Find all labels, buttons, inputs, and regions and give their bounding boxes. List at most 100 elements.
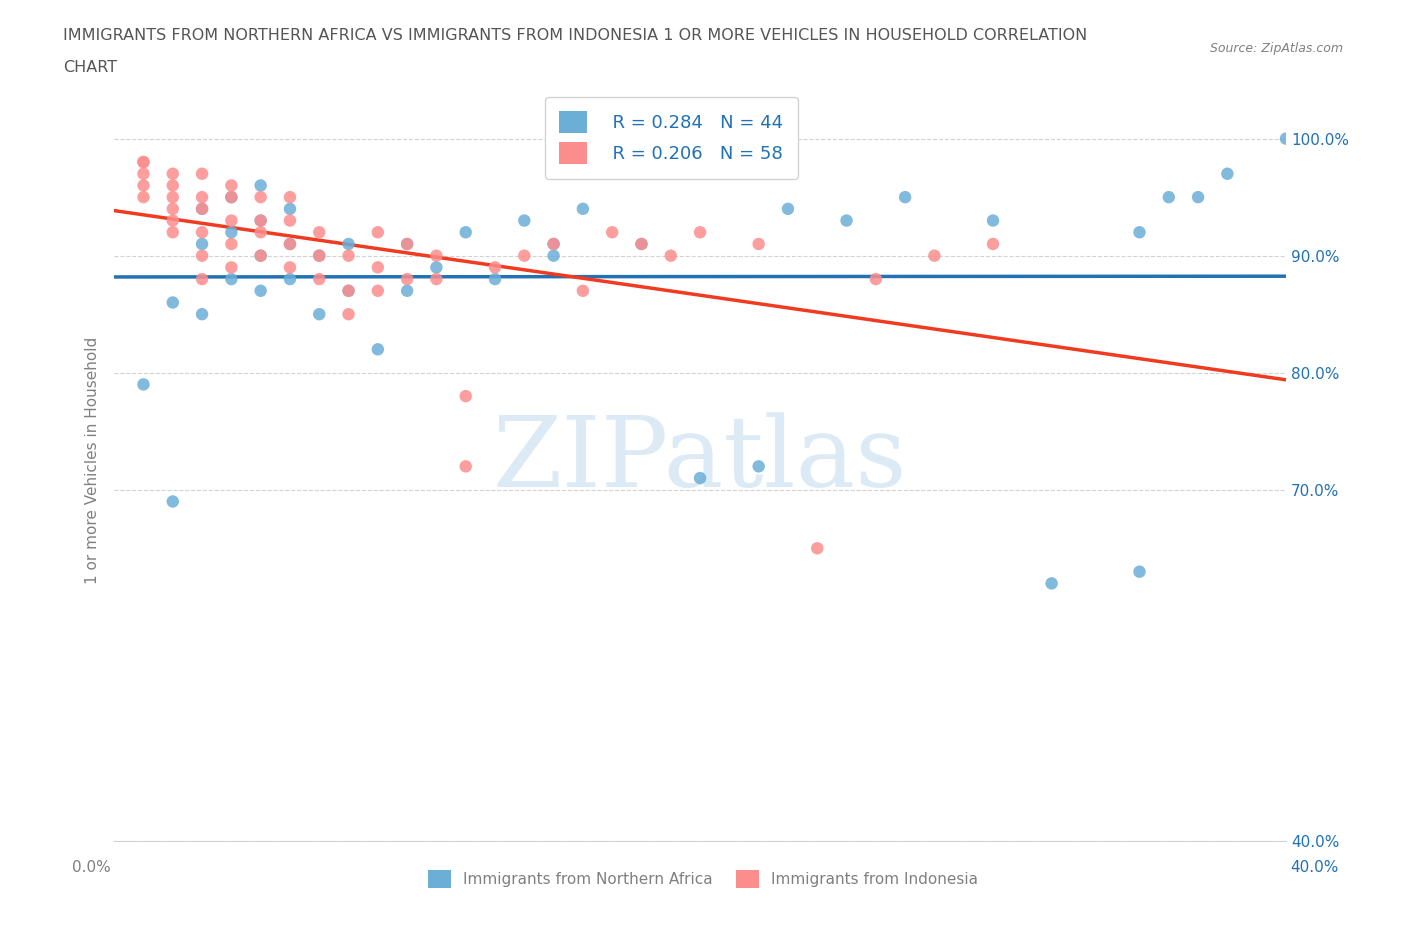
Point xyxy=(367,259,389,274)
Point xyxy=(689,471,711,485)
Point xyxy=(425,272,447,286)
Point xyxy=(396,236,419,251)
Point xyxy=(249,178,271,193)
Text: CHART: CHART xyxy=(63,60,117,75)
Legend: Immigrants from Northern Africa, Immigrants from Indonesia: Immigrants from Northern Africa, Immigra… xyxy=(422,864,984,895)
Point xyxy=(191,236,214,251)
Point xyxy=(1275,131,1298,146)
Point xyxy=(630,236,652,251)
Text: Source: ZipAtlas.com: Source: ZipAtlas.com xyxy=(1209,42,1343,55)
Point xyxy=(221,272,243,286)
Point xyxy=(1216,166,1239,181)
Point xyxy=(249,248,271,263)
Point xyxy=(630,236,652,251)
Point xyxy=(396,272,419,286)
Point xyxy=(543,236,565,251)
Point xyxy=(543,236,565,251)
Point xyxy=(132,178,155,193)
Point xyxy=(484,272,506,286)
Point xyxy=(249,225,271,240)
Point xyxy=(454,458,477,473)
Point xyxy=(748,236,770,251)
Point xyxy=(337,284,360,299)
Point xyxy=(278,236,301,251)
Point xyxy=(425,248,447,263)
Point xyxy=(308,248,330,263)
Point xyxy=(162,166,184,181)
Point xyxy=(278,213,301,228)
Point xyxy=(162,494,184,509)
Text: IMMIGRANTS FROM NORTHERN AFRICA VS IMMIGRANTS FROM INDONESIA 1 OR MORE VEHICLES : IMMIGRANTS FROM NORTHERN AFRICA VS IMMIG… xyxy=(63,28,1087,43)
Point xyxy=(191,166,214,181)
Y-axis label: 1 or more Vehicles in Household: 1 or more Vehicles in Household xyxy=(86,337,100,584)
Point xyxy=(894,190,917,205)
Point xyxy=(396,236,419,251)
Point xyxy=(484,259,506,274)
Point xyxy=(191,225,214,240)
Point xyxy=(748,458,770,473)
Point xyxy=(191,307,214,322)
Point xyxy=(191,202,214,217)
Point xyxy=(454,389,477,404)
Point xyxy=(221,178,243,193)
Point xyxy=(308,248,330,263)
Point xyxy=(1040,576,1063,591)
Point xyxy=(337,307,360,322)
Point xyxy=(543,248,565,263)
Point xyxy=(278,202,301,217)
Point xyxy=(132,377,155,392)
Point xyxy=(308,272,330,286)
Point xyxy=(425,259,447,274)
Point xyxy=(191,248,214,263)
Point xyxy=(513,213,536,228)
Text: 0.0%: 0.0% xyxy=(72,860,111,875)
Point xyxy=(162,295,184,310)
Point xyxy=(308,225,330,240)
Point xyxy=(132,190,155,205)
Point xyxy=(367,284,389,299)
Point xyxy=(367,225,389,240)
Point xyxy=(835,213,858,228)
Point xyxy=(600,225,623,240)
Point xyxy=(221,213,243,228)
Point xyxy=(367,342,389,357)
Point xyxy=(513,248,536,263)
Point xyxy=(221,225,243,240)
Point xyxy=(337,284,360,299)
Point xyxy=(1187,190,1209,205)
Point xyxy=(337,236,360,251)
Point xyxy=(221,190,243,205)
Point xyxy=(572,202,595,217)
Point xyxy=(1128,225,1150,240)
Point xyxy=(278,236,301,251)
Point xyxy=(221,259,243,274)
Legend:   R = 0.284   N = 44,   R = 0.206   N = 58: R = 0.284 N = 44, R = 0.206 N = 58 xyxy=(546,97,797,179)
Point xyxy=(162,213,184,228)
Point xyxy=(249,213,271,228)
Point xyxy=(924,248,946,263)
Point xyxy=(249,190,271,205)
Point xyxy=(132,154,155,169)
Point xyxy=(191,272,214,286)
Point xyxy=(337,248,360,263)
Point xyxy=(659,248,682,263)
Point xyxy=(689,225,711,240)
Point xyxy=(249,213,271,228)
Point xyxy=(396,284,419,299)
Point xyxy=(191,190,214,205)
Point xyxy=(221,236,243,251)
Point xyxy=(221,190,243,205)
Text: ZIPatlas: ZIPatlas xyxy=(494,413,907,509)
Point xyxy=(865,272,887,286)
Point xyxy=(162,190,184,205)
Point xyxy=(249,248,271,263)
Point xyxy=(132,166,155,181)
Text: 40.0%: 40.0% xyxy=(1291,860,1339,875)
Point xyxy=(191,202,214,217)
Point xyxy=(308,307,330,322)
Point xyxy=(1157,190,1180,205)
Point xyxy=(278,272,301,286)
Point xyxy=(572,284,595,299)
Point xyxy=(454,225,477,240)
Point xyxy=(981,213,1004,228)
